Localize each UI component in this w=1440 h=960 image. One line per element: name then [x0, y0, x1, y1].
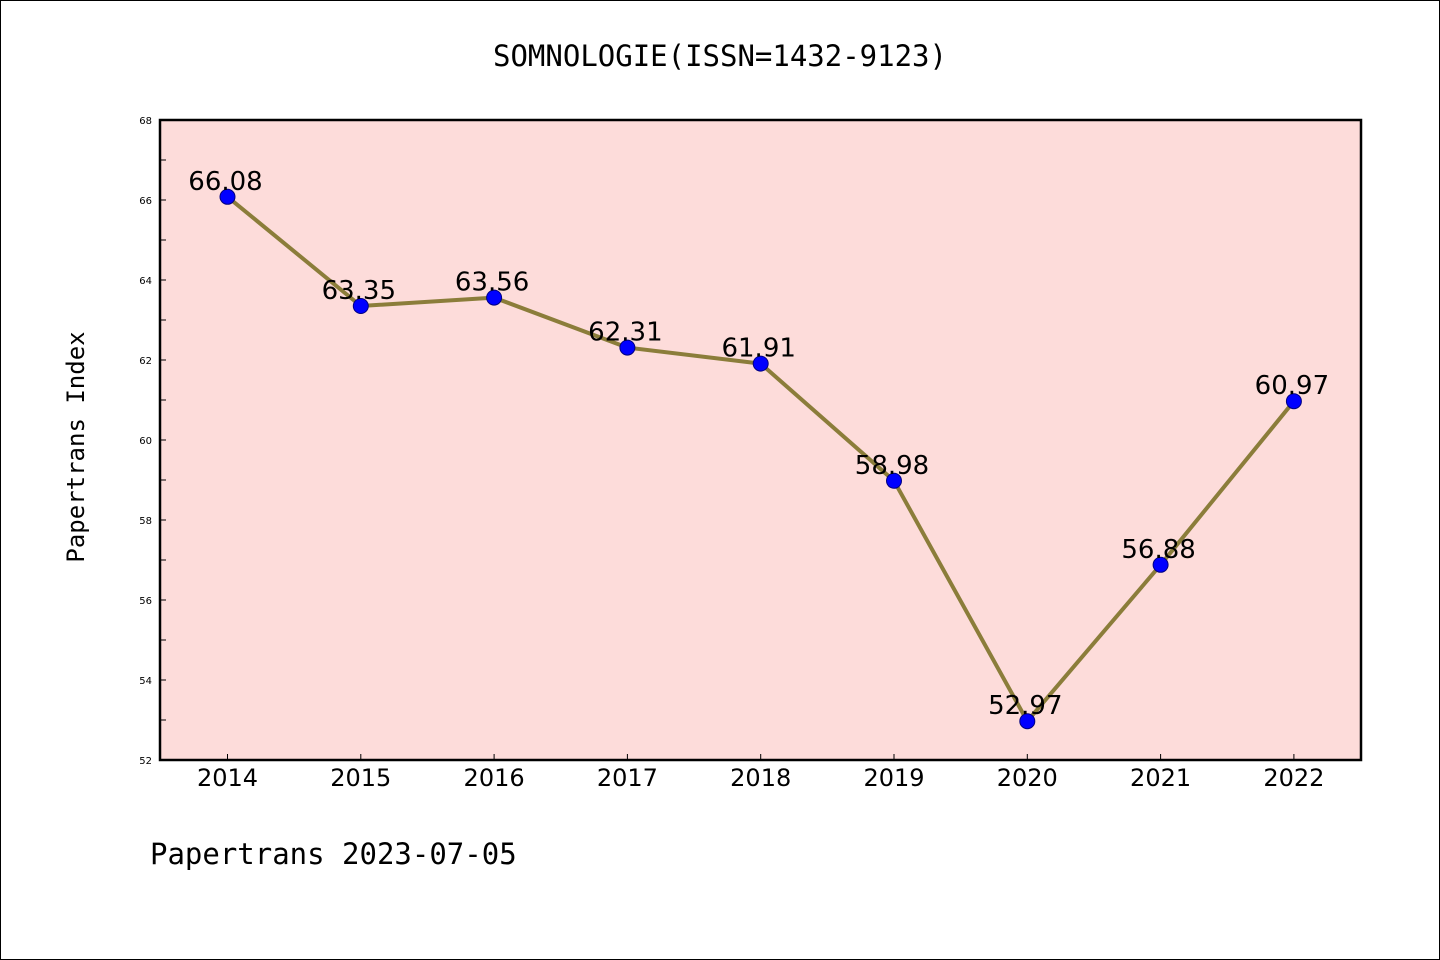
x-tick-label: 2015	[330, 764, 391, 792]
data-point-marker	[352, 298, 369, 314]
y-tick-label: 58	[139, 516, 152, 527]
data-label: 61.91	[721, 334, 795, 364]
data-point-marker	[886, 472, 902, 489]
data-point-marker	[486, 289, 503, 306]
footer-date-stamp: Papertrans 2023-07-05	[150, 837, 517, 871]
y-tick-label: 66	[139, 196, 152, 207]
y-axis-label: Papertrans Index	[62, 331, 90, 562]
y-tick-label: 56	[139, 596, 152, 607]
data-point-marker	[219, 188, 236, 205]
x-tick-label: 2022	[1263, 764, 1324, 792]
data-label: 63.35	[322, 276, 396, 306]
x-tick-label: 2021	[1130, 764, 1191, 792]
data-point-marker	[619, 339, 636, 356]
plot-border	[158, 118, 1363, 762]
data-label: 66.08	[188, 167, 262, 197]
x-tick-label: 2017	[597, 764, 658, 792]
y-tick-label: 54	[139, 676, 152, 687]
data-point-marker	[1285, 393, 1302, 410]
data-label: 56.88	[1121, 535, 1195, 565]
x-tick-label: 2019	[863, 764, 924, 792]
y-tick-label: 62	[139, 356, 152, 367]
chart-title: SOMNOLOGIE(ISSN=1432-9123)	[493, 39, 947, 73]
x-axis: 2014 2015 2016 2017 2018 2019 2020 2021 2022	[197, 754, 1324, 792]
data-point-marker	[752, 355, 769, 372]
data-label: 60.97	[1255, 371, 1329, 401]
x-tick-label: 2018	[730, 764, 791, 792]
y-tick-label: 68	[139, 116, 152, 127]
x-tick-label: 2016	[464, 764, 525, 792]
x-tick-label: 2014	[197, 764, 258, 792]
data-labels: 66.08 63.35 63.56 62.31 61.91 58.98 52.97 56.88…	[188, 167, 1329, 721]
y-tick-label: 64	[139, 276, 152, 287]
plot-area	[160, 120, 1361, 760]
data-label: 58.98	[855, 451, 929, 481]
data-point-marker	[1152, 556, 1169, 573]
data-label: 62.31	[588, 318, 662, 348]
y-tick-label: 60	[139, 436, 152, 447]
y-tick-label: 52	[139, 756, 152, 767]
data-points	[219, 188, 1302, 730]
x-tick-label: 2020	[997, 764, 1058, 792]
data-label: 52.97	[988, 691, 1062, 721]
data-label: 63.56	[455, 268, 529, 298]
data-point-marker	[1019, 713, 1036, 730]
